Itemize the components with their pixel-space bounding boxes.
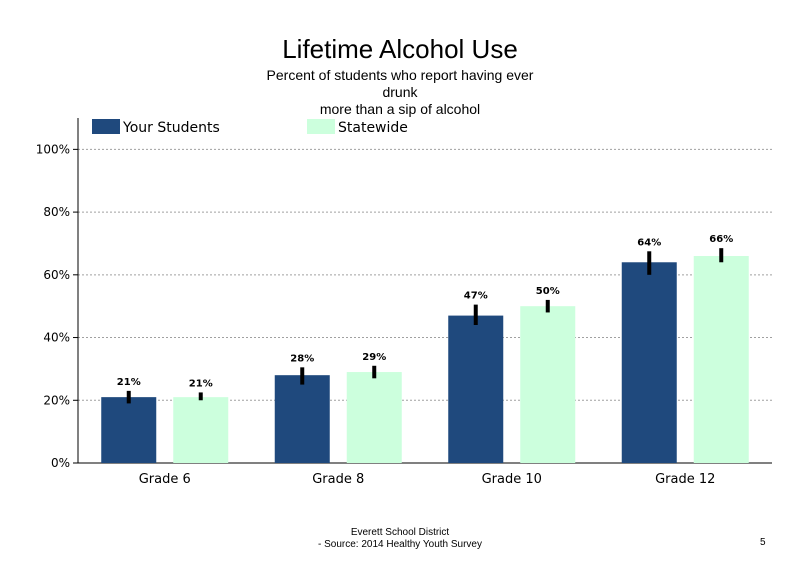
bar-statewide-3 [693,256,749,463]
x-tick-label: Grade 8 [312,472,364,487]
data-label: 47% [464,291,488,302]
y-tick-label: 40% [43,331,70,345]
y-tick-label: 100% [36,142,70,156]
bar-statewide-0 [173,397,229,463]
legend-swatch-statewide [307,119,335,134]
data-label: 50% [536,286,560,297]
x-tick-label: Grade 12 [655,472,715,487]
y-tick-label: 60% [43,268,70,282]
data-label: 64% [637,237,661,248]
footer-source: - Source: 2014 Healthy Youth Survey [318,539,482,550]
x-tick-label: Grade 10 [482,472,542,487]
legend-swatch-your-students [92,119,120,134]
bar-your-students-2 [448,315,504,463]
footer: Everett School District - Source: 2014 H… [250,527,550,551]
bar-your-students-1 [274,375,330,463]
subtitle-line-2: drunk [382,84,418,100]
bar-statewide-2 [520,306,576,463]
subtitle-line-3: more than a sip of alcohol [319,101,481,117]
page-number: 5 [760,537,766,548]
x-tick-label: Grade 6 [139,472,191,487]
bar-statewide-1 [346,372,402,463]
data-label: 21% [117,377,141,388]
y-tick-label: 80% [43,205,70,219]
footer-district: Everett School District [350,527,450,538]
y-tick-label: 0% [51,456,70,470]
data-label: 28% [290,353,314,364]
legend-label-your-students: Your Students [122,120,220,136]
bar-your-students-3 [621,262,677,463]
data-label: 21% [189,378,213,389]
chart-subtitle: Percent of students who report having ev… [230,67,570,117]
data-label: 29% [362,352,386,363]
subtitle-line-1: Percent of students who report having ev… [266,67,534,83]
y-tick-label: 20% [43,393,70,407]
legend-label-statewide: Statewide [338,120,408,136]
data-label: 66% [709,234,733,245]
chart-title: Lifetime Alcohol Use [282,34,518,64]
bar-your-students-0 [101,397,157,463]
